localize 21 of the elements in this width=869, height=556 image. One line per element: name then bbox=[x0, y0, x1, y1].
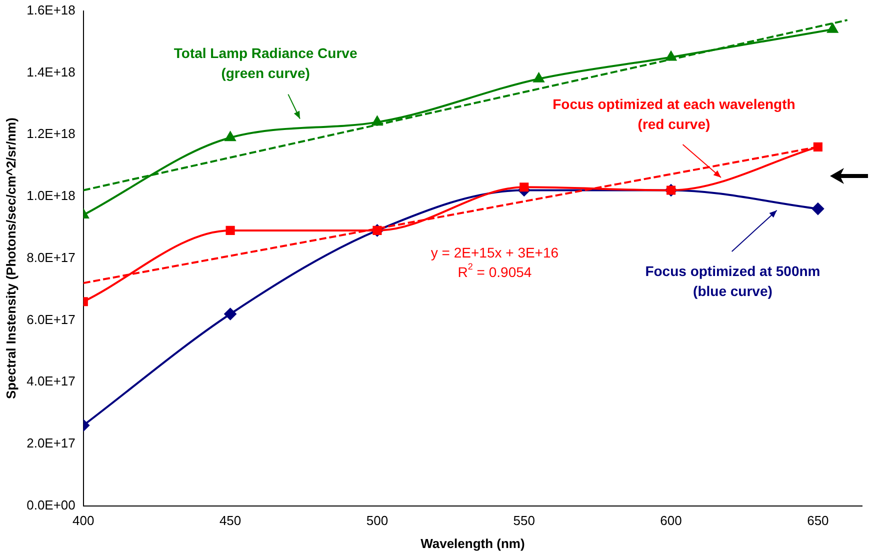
x-tick-label: 500 bbox=[366, 513, 388, 528]
annotation: y = 2E+15x + 3E+16 bbox=[430, 244, 559, 261]
y-tick-label: 0.0E+00 bbox=[26, 497, 76, 512]
x-tick-label: 400 bbox=[72, 513, 94, 528]
y-tick-label: 8.0E+17 bbox=[26, 250, 76, 265]
x-tick-label: 600 bbox=[660, 513, 682, 528]
y-tick-label: 1.4E+18 bbox=[26, 64, 76, 80]
y-tick-label: 1.0E+18 bbox=[26, 188, 76, 204]
y-axis-title: Spectral Instensity (Photons/sec/cm^2/sr/nm) bbox=[3, 118, 18, 400]
x-tick-label: 650 bbox=[807, 513, 829, 528]
text: Total Lamp Radiance Curve (green curve) bbox=[174, 44, 358, 81]
x-tick-label: 550 bbox=[513, 513, 535, 528]
y-tick-label: 6.0E+17 bbox=[26, 312, 76, 327]
x-tick-label: 450 bbox=[219, 513, 242, 528]
text: Focus optimized at 500nm (blue curve) bbox=[645, 263, 820, 300]
y-tick-label: 1.6E+18 bbox=[26, 2, 76, 18]
x-axis-title: Wavelength (nm) bbox=[420, 536, 525, 551]
series-label: Focus optimized at each wavelength (red curve) bbox=[552, 96, 796, 132]
y-tick-label: 4.0E+17 bbox=[26, 374, 76, 389]
y-tick-label: 2.0E+17 bbox=[26, 436, 76, 451]
y-tick-label: 1.2E+18 bbox=[26, 126, 76, 142]
